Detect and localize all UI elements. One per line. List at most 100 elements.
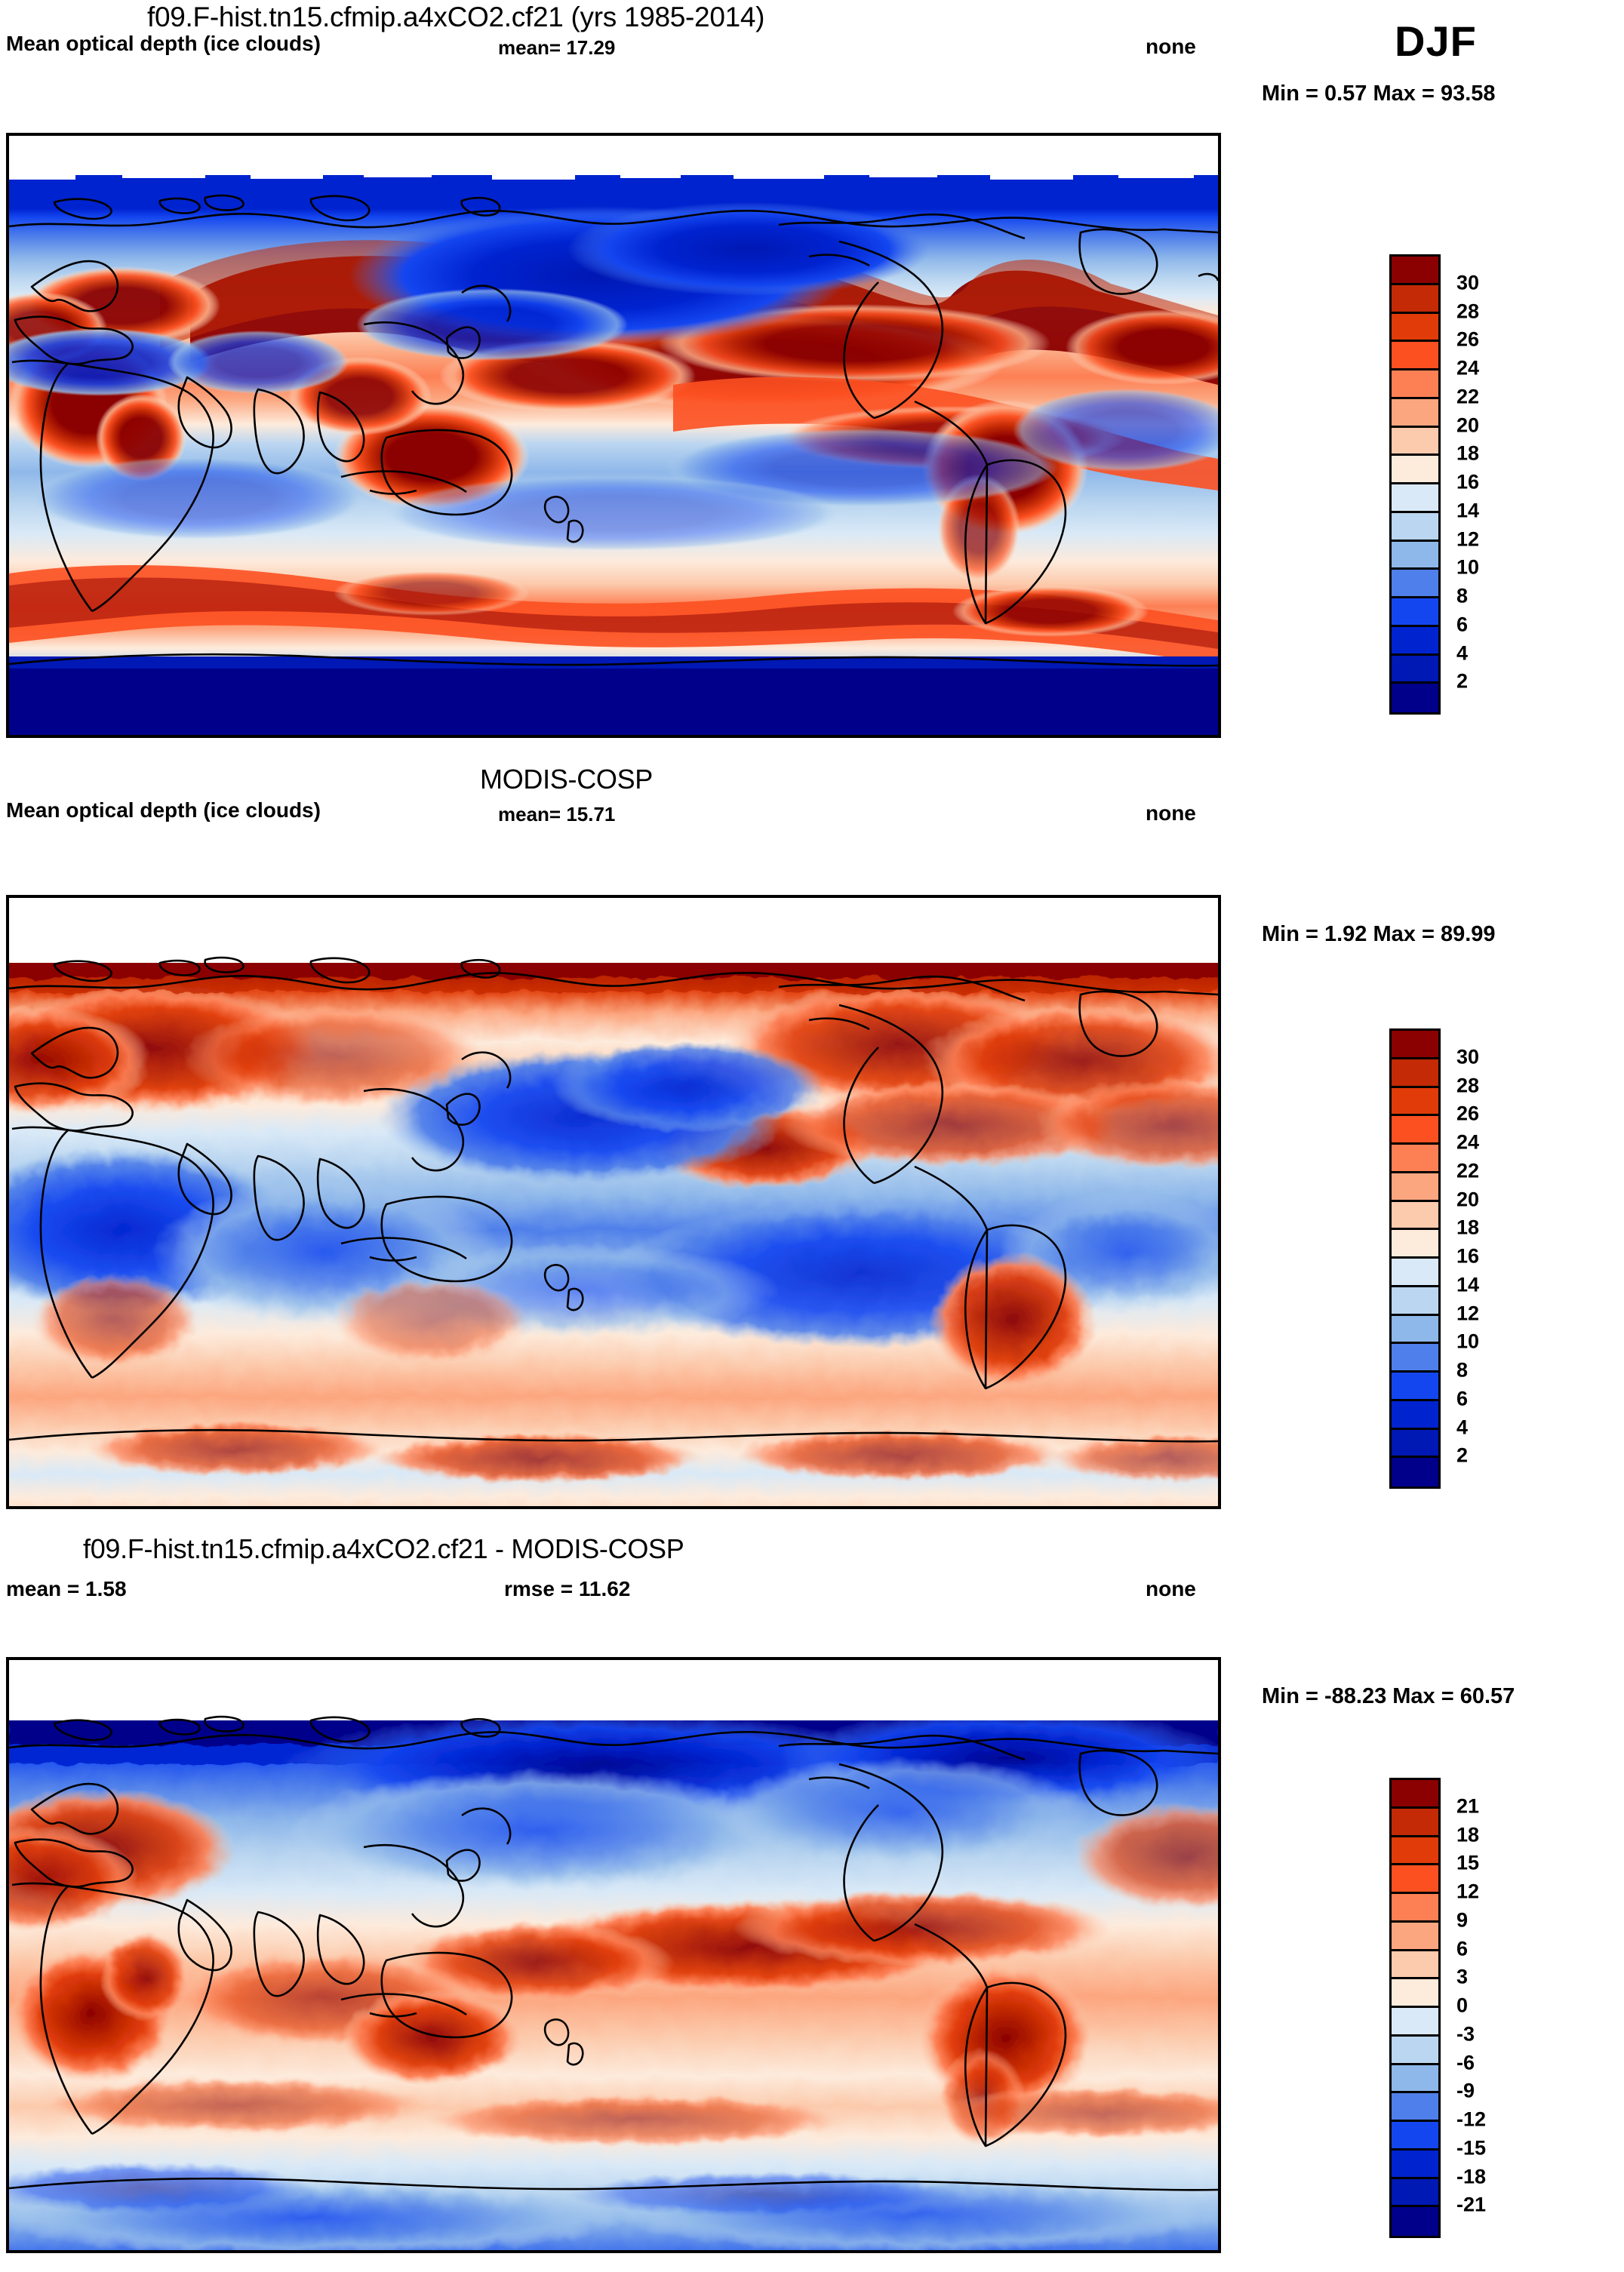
colorbar-tick-label: 0: [1456, 1994, 1469, 2017]
colorbar-tick-label: 24: [1456, 1130, 1480, 1154]
colorbar-tick-label: 4: [1456, 641, 1469, 664]
panel2-variable-label: Mean optical depth (ice clouds): [6, 798, 321, 822]
panel1-map: [6, 133, 1221, 738]
colorbar-tick-label: -3: [1456, 2022, 1475, 2046]
colorbar-swatch: [1392, 2150, 1438, 2179]
colorbar-tick-label: 14: [1456, 499, 1480, 522]
panel1-coastlines: [9, 194, 1218, 667]
colorbar-swatch: [1392, 1373, 1438, 1401]
colorbar-tick-label: 30: [1456, 1045, 1480, 1068]
colorbar-tick-label: 2: [1456, 669, 1469, 693]
colorbar-swatch: [1392, 257, 1438, 285]
panel2-mean-label: mean= 15.71: [498, 803, 616, 825]
colorbar-swatch: [1392, 1059, 1438, 1088]
colorbar-tick-label: -12: [1456, 2108, 1487, 2131]
colorbar-swatch: [1392, 1315, 1438, 1345]
colorbar-swatch: [1392, 427, 1438, 457]
colorbar-swatch: [1392, 1031, 1438, 1059]
panel2-title: MODIS-COSP: [480, 764, 654, 795]
colorbar-tick-label: 6: [1456, 613, 1469, 636]
colorbar-swatch: [1392, 512, 1438, 542]
colorbar-swatch: [1392, 1259, 1438, 1287]
panel2-colorbar-labels: 30 28 26 24 22 20 18 16 14 12 10 8 6 4 2: [1456, 1028, 1562, 1484]
season-label: DJF: [1395, 17, 1477, 65]
colorbar-tick-label: 14: [1456, 1273, 1480, 1296]
colorbar-swatch: [1392, 284, 1438, 314]
colorbar-tick-label: 3: [1456, 1965, 1469, 1988]
colorbar-tick-label: 4: [1456, 1416, 1469, 1438]
colorbar-swatch: [1392, 1894, 1438, 1923]
panel3-coastlines: [9, 1715, 1218, 2191]
panel2-field: [9, 898, 1218, 1506]
colorbar-tick-label: 30: [1456, 271, 1480, 294]
panel3-minmax-label: Min = -88.23 Max = 60.57: [1262, 1684, 1515, 1708]
panel3-map: [6, 1657, 1221, 2253]
figure-main-title: f09.F-hist.tn15.cfmip.a4xCO2.cf21 (yrs 1…: [147, 2, 765, 32]
colorbar-tick-label: -15: [1456, 2136, 1487, 2160]
colorbar-tick-label: 18: [1456, 1216, 1480, 1239]
panel3-mean-label: mean = 1.58: [6, 1577, 127, 1600]
colorbar-swatch: [1392, 2064, 1438, 2094]
panel2-coastlines: [9, 956, 1218, 1443]
colorbar-swatch: [1392, 1116, 1438, 1145]
colorbar-swatch: [1392, 1780, 1438, 1809]
colorbar-swatch: [1392, 2093, 1438, 2122]
panel3-rmse-label: rmse = 11.62: [504, 1577, 631, 1600]
colorbar-swatch: [1392, 1400, 1438, 1430]
panel2-units-label: none: [1146, 801, 1196, 825]
colorbar-swatch: [1392, 484, 1438, 513]
panel3-title: f09.F-hist.tn15.cfmip.a4xCO2.cf21 - MODI…: [83, 1533, 684, 1564]
panel3-colorbar-labels: 21 18 15 12 9 6 3 0 -3 -6 -9 -12 -15 -18 -21: [1456, 1778, 1570, 2234]
panel3-colorbar: [1389, 1778, 1441, 2238]
colorbar-swatch: [1392, 1145, 1438, 1173]
panel3-units-label: none: [1146, 1577, 1196, 1600]
panel3-field: [9, 1660, 1218, 2250]
colorbar-swatch: [1392, 370, 1438, 399]
colorbar-swatch: [1392, 1287, 1438, 1316]
colorbar-swatch: [1392, 2207, 1438, 2236]
colorbar-tick-label: 16: [1456, 470, 1480, 493]
colorbar-tick-label: -21: [1456, 2193, 1487, 2216]
colorbar-tick-label: 22: [1456, 385, 1480, 408]
colorbar-swatch: [1392, 2122, 1438, 2151]
colorbar-swatch: [1392, 1951, 1438, 1980]
colorbar-tick-label: 28: [1456, 1074, 1480, 1096]
colorbar-tick-label: 9: [1456, 1908, 1469, 1932]
colorbar-swatch: [1392, 1837, 1438, 1866]
colorbar-tick-label: 16: [1456, 1244, 1480, 1268]
colorbar-tick-label: 18: [1456, 441, 1480, 465]
colorbar-swatch: [1392, 456, 1438, 484]
colorbar-tick-label: 10: [1456, 1330, 1480, 1353]
panel1-mean-label: mean= 17.29: [498, 36, 616, 59]
colorbar-tick-label: 28: [1456, 300, 1480, 322]
colorbar-swatch: [1392, 541, 1438, 570]
colorbar-swatch: [1392, 570, 1438, 598]
colorbar-tick-label: 12: [1456, 1880, 1480, 1903]
colorbar-swatch: [1392, 1344, 1438, 1373]
panel2-minmax-label: Min = 1.92 Max = 89.99: [1262, 922, 1496, 946]
colorbar-swatch: [1392, 1087, 1438, 1117]
colorbar-swatch: [1392, 1979, 1438, 2008]
panel1-colorbar-labels: 30 28 26 24 22 20 18 16 14 12 10 8 6 4 2: [1456, 254, 1562, 710]
panel3-map-canvas: [9, 1660, 1218, 2250]
colorbar-tick-label: 20: [1456, 1188, 1480, 1210]
colorbar-swatch: [1392, 1922, 1438, 1951]
colorbar-swatch: [1392, 655, 1438, 684]
colorbar-swatch: [1392, 342, 1438, 370]
colorbar-swatch: [1392, 1230, 1438, 1259]
colorbar-tick-label: 10: [1456, 555, 1480, 579]
colorbar-tick-label: 8: [1456, 1358, 1469, 1382]
colorbar-swatch: [1392, 1808, 1438, 1837]
panel1-variable-label: Mean optical depth (ice clouds): [6, 32, 321, 55]
colorbar-tick-label: 20: [1456, 414, 1480, 436]
colorbar-swatch: [1392, 684, 1438, 712]
colorbar-swatch: [1392, 2178, 1438, 2208]
colorbar-tick-label: -9: [1456, 2079, 1475, 2102]
panel2-map-canvas: [9, 898, 1218, 1506]
colorbar-tick-label: 6: [1456, 1387, 1469, 1410]
panel1-map-canvas: [9, 136, 1218, 735]
colorbar-tick-label: 12: [1456, 527, 1480, 550]
panel1-minmax-label: Min = 0.57 Max = 93.58: [1262, 81, 1496, 106]
colorbar-tick-label: 6: [1456, 1937, 1469, 1960]
colorbar-swatch: [1392, 398, 1438, 428]
